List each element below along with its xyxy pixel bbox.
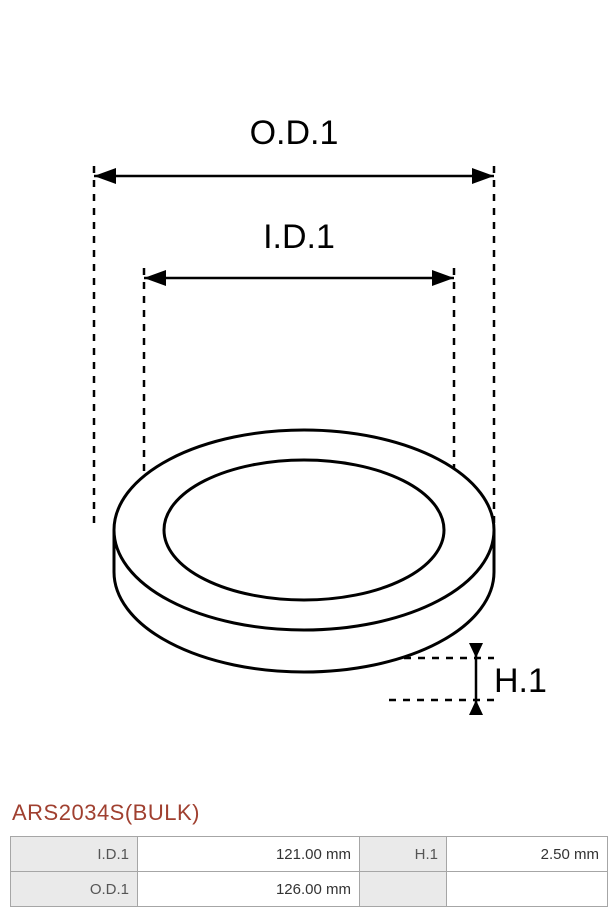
spec-label [360, 872, 447, 907]
specs-table: I.D.1 121.00 mm H.1 2.50 mm O.D.1 126.00… [10, 836, 608, 907]
spec-value [447, 872, 608, 907]
ring-inner [164, 460, 444, 600]
page: O.D.1 I.D.1 [0, 0, 608, 907]
spec-value: 121.00 mm [138, 837, 360, 872]
product-code: ARS2034S(BULK) [0, 800, 608, 836]
ring-dimension-diagram: O.D.1 I.D.1 [44, 100, 564, 740]
spec-label: H.1 [360, 837, 447, 872]
spec-value: 126.00 mm [138, 872, 360, 907]
spec-label: O.D.1 [11, 872, 138, 907]
diagram-container: O.D.1 I.D.1 [0, 0, 608, 800]
od-arrow-left [94, 168, 116, 184]
h-arrow-top [469, 643, 483, 658]
spec-value: 2.50 mm [447, 837, 608, 872]
spec-label: I.D.1 [11, 837, 138, 872]
od-label: O.D.1 [250, 114, 339, 152]
id-label: I.D.1 [263, 218, 335, 256]
id-arrow-left [144, 270, 166, 286]
od-arrow-right [472, 168, 494, 184]
h-label: H.1 [494, 662, 547, 700]
table-row: I.D.1 121.00 mm H.1 2.50 mm [11, 837, 608, 872]
h-arrow-bot [469, 700, 483, 715]
table-row: O.D.1 126.00 mm [11, 872, 608, 907]
id-arrow-right [432, 270, 454, 286]
